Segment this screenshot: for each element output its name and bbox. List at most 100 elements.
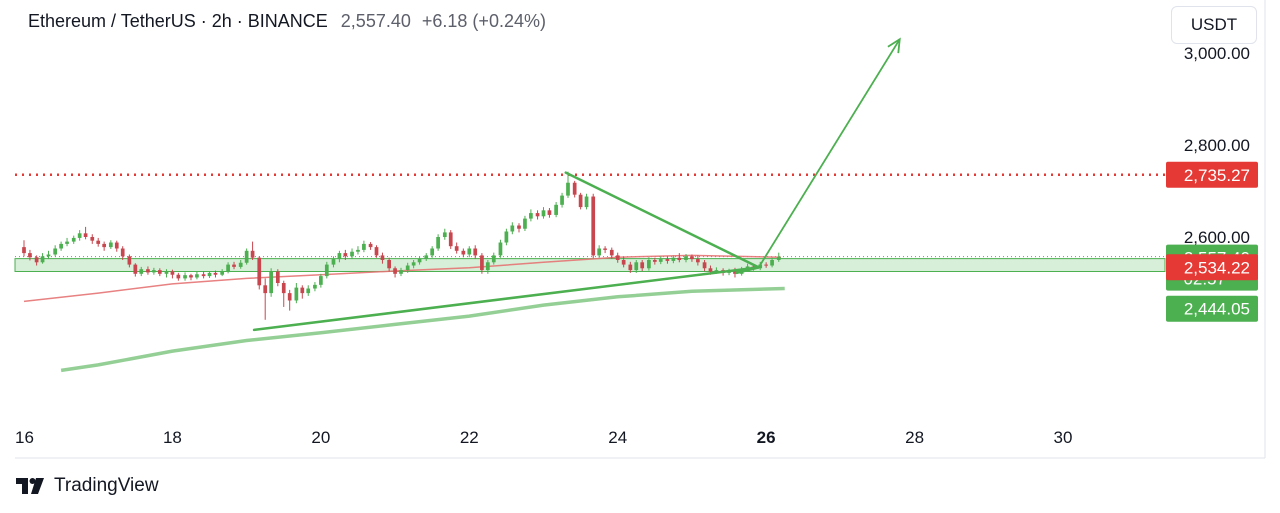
candle-body xyxy=(430,248,435,256)
candle xyxy=(566,171,570,198)
x-tick-label: 24 xyxy=(608,428,627,447)
candle-body xyxy=(671,257,676,261)
candle-body xyxy=(368,243,373,248)
candle-body xyxy=(213,272,218,275)
candle xyxy=(454,242,459,254)
candle xyxy=(368,242,373,250)
candle-body xyxy=(467,248,472,255)
candle-body xyxy=(337,253,342,260)
candle-body xyxy=(65,241,69,244)
candle xyxy=(127,254,132,268)
trendline xyxy=(735,266,760,275)
y-tick-label: 2,800.00 xyxy=(1184,136,1250,155)
candle xyxy=(665,256,670,264)
candle-body xyxy=(114,242,119,249)
candle xyxy=(387,257,391,272)
candle-body xyxy=(306,288,311,294)
candle xyxy=(461,248,466,258)
candle-body xyxy=(399,270,403,274)
candle-body xyxy=(584,196,589,208)
candle xyxy=(547,208,552,218)
candle xyxy=(491,252,496,265)
candle-body xyxy=(535,213,540,217)
candle-body xyxy=(634,262,639,271)
candle-body xyxy=(127,256,132,265)
currency-button[interactable]: USDT xyxy=(1171,6,1257,44)
price-badge xyxy=(1166,254,1258,281)
candle xyxy=(269,268,273,297)
candle xyxy=(628,261,633,273)
candle xyxy=(591,193,596,259)
trendline xyxy=(564,171,760,269)
candle-body xyxy=(226,264,230,272)
chart-title: Ethereum / TetherUS · 2h · BINANCE 2,557… xyxy=(28,11,546,32)
symbol-label: Ethereum / TetherUS · 2h · BINANCE xyxy=(28,11,328,31)
candle-body xyxy=(313,284,317,289)
candle-body xyxy=(157,270,162,274)
candle xyxy=(319,273,323,288)
candle xyxy=(257,256,262,290)
candle-body xyxy=(491,255,496,263)
candle-body xyxy=(628,264,633,271)
candle-body xyxy=(658,259,663,262)
candle-body xyxy=(702,262,707,269)
candle-body xyxy=(238,262,243,267)
candle xyxy=(770,257,774,268)
candle-body xyxy=(201,274,206,277)
candle-body xyxy=(71,237,76,242)
candle-body xyxy=(640,262,645,269)
candle-body xyxy=(250,250,255,258)
candle xyxy=(430,246,435,258)
candle xyxy=(102,241,107,251)
candle-body xyxy=(139,269,144,274)
candle-body xyxy=(566,182,570,196)
candle xyxy=(417,256,422,265)
candle-body xyxy=(615,255,620,260)
candle-body xyxy=(232,264,236,267)
candle xyxy=(40,253,45,264)
candle-body xyxy=(294,287,299,301)
candle-body xyxy=(133,264,138,274)
candle xyxy=(485,260,490,274)
candle-body xyxy=(517,225,521,229)
candle xyxy=(83,226,88,240)
y-tick-label: 2,600.00 xyxy=(1184,228,1250,247)
candle-body xyxy=(244,250,249,263)
candle-body xyxy=(40,256,45,263)
candle-body xyxy=(708,268,713,272)
candle-body xyxy=(380,255,385,260)
candle-body xyxy=(343,253,348,257)
candle xyxy=(380,252,385,264)
candle xyxy=(436,234,440,251)
candle xyxy=(560,192,564,208)
price-change: +6.18 (+0.24%) xyxy=(421,11,546,31)
candle-body xyxy=(690,256,694,260)
y-tick-label: 3,000.00 xyxy=(1184,44,1250,63)
candle xyxy=(609,247,614,259)
candle-body xyxy=(146,269,150,273)
candle xyxy=(634,260,639,273)
candle-body xyxy=(53,248,58,255)
candle xyxy=(467,246,472,258)
candle-body xyxy=(523,218,527,229)
candle xyxy=(244,248,249,265)
price-badge xyxy=(1166,161,1258,188)
candle xyxy=(65,237,69,247)
candle-body xyxy=(46,254,51,257)
candle-body xyxy=(572,182,577,195)
candle xyxy=(300,285,305,299)
candle xyxy=(306,285,311,296)
x-tick-label: 22 xyxy=(460,428,479,447)
candle-body xyxy=(59,243,63,249)
brand-label: TradingView xyxy=(54,475,159,496)
candle-body xyxy=(591,196,596,256)
candle-body xyxy=(281,283,286,294)
x-tick-label: 18 xyxy=(163,428,182,447)
footer-brand[interactable]: TradingView xyxy=(16,475,159,497)
candle-body xyxy=(170,271,175,275)
candle-body xyxy=(90,237,95,241)
candle xyxy=(77,230,82,241)
candle xyxy=(424,253,429,261)
support-zone xyxy=(14,258,1166,272)
